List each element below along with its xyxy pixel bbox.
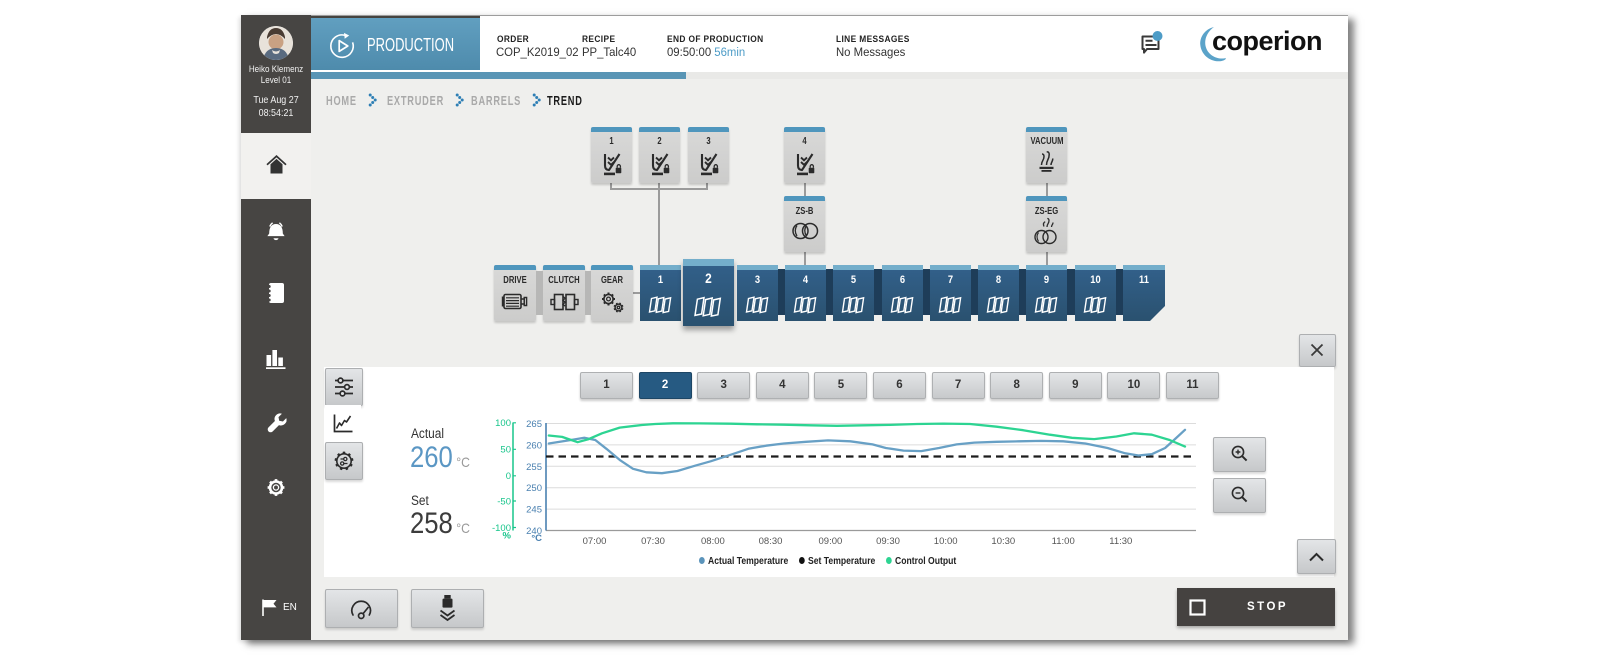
svg-text:265: 265 — [526, 419, 542, 430]
svg-text:100: 100 — [495, 418, 511, 429]
svg-text:°C: °C — [531, 533, 542, 544]
svg-text:250: 250 — [526, 483, 542, 494]
svg-text:11:00: 11:00 — [1052, 536, 1075, 547]
svg-text:-100: -100 — [492, 523, 511, 534]
svg-text:240: 240 — [526, 526, 542, 537]
svg-text:245: 245 — [526, 505, 542, 516]
svg-text:07:00: 07:00 — [583, 536, 607, 547]
svg-text:09:00: 09:00 — [819, 536, 843, 547]
svg-text:50: 50 — [500, 445, 511, 456]
svg-text:08:00: 08:00 — [701, 536, 725, 547]
svg-text:08:30: 08:30 — [759, 536, 783, 547]
svg-text:11:30: 11:30 — [1109, 536, 1132, 547]
svg-text:%: % — [503, 531, 512, 542]
svg-text:07:30: 07:30 — [641, 536, 665, 547]
svg-text:-50: -50 — [497, 497, 511, 508]
svg-text:10:30: 10:30 — [991, 536, 1015, 547]
svg-text:0: 0 — [506, 471, 511, 482]
svg-text:260: 260 — [526, 440, 542, 451]
svg-text:10:00: 10:00 — [934, 536, 958, 547]
svg-text:09:30: 09:30 — [876, 536, 900, 547]
svg-text:255: 255 — [526, 462, 542, 473]
